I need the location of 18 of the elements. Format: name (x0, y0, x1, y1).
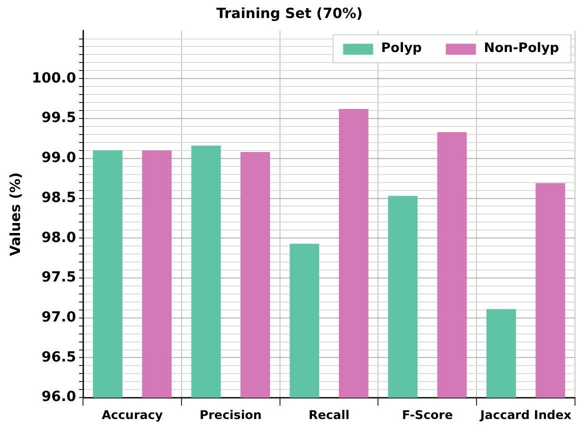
x-tick-label: Jaccard Index (479, 408, 572, 422)
x-tick-label: Accuracy (102, 408, 163, 422)
y-tick-label: 98.5 (42, 190, 76, 206)
legend-label: Non-Polyp (484, 41, 559, 56)
y-tick-label: 96.5 (42, 349, 76, 366)
y-tick-label: 97.0 (42, 310, 76, 326)
x-tick-label: Precision (200, 408, 262, 422)
legend-label: Polyp (381, 41, 422, 56)
y-tick-label: 100.0 (32, 70, 76, 86)
chart-title: Training Set (70%) (216, 6, 363, 22)
x-tick-label: Recall (308, 408, 350, 422)
x-tick-label: F-Score (402, 408, 453, 422)
y-tick-label: 97.5 (42, 270, 76, 286)
y-tick-label: 99.0 (42, 150, 76, 166)
y-tick-label: 96.0 (42, 389, 76, 406)
y-tick-label: 99.5 (42, 110, 76, 126)
y-axis-title: Values (%) (8, 172, 24, 256)
y-tick-label: 98.0 (42, 230, 76, 246)
